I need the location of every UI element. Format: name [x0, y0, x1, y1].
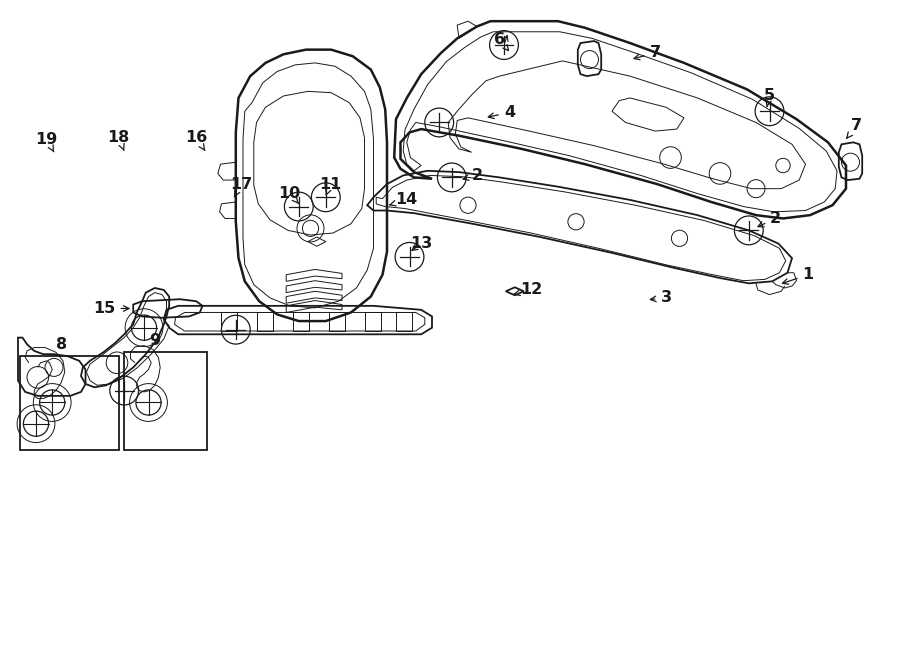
Text: 8: 8	[56, 337, 67, 352]
Text: 13: 13	[410, 236, 432, 251]
Bar	[20, 356, 119, 450]
Text: 9: 9	[149, 334, 160, 348]
Text: 15: 15	[94, 301, 129, 316]
Text: 18: 18	[108, 130, 130, 150]
Text: 6: 6	[494, 32, 508, 50]
Text: 3: 3	[651, 291, 671, 305]
Text: 2: 2	[463, 168, 482, 183]
Text: 12: 12	[514, 283, 542, 297]
Text: 5: 5	[764, 89, 775, 107]
Text: 14: 14	[390, 193, 418, 207]
Text: 1: 1	[782, 267, 814, 284]
Text: 11: 11	[320, 177, 341, 195]
Text: 2: 2	[758, 211, 781, 227]
Text: 17: 17	[230, 177, 252, 197]
Bar	[124, 352, 207, 450]
Text: 7: 7	[634, 46, 661, 60]
Text: 16: 16	[185, 130, 207, 150]
Text: 19: 19	[36, 132, 58, 152]
Text: 4: 4	[489, 105, 515, 120]
Text: 7: 7	[847, 118, 862, 138]
Text: 10: 10	[279, 186, 301, 204]
